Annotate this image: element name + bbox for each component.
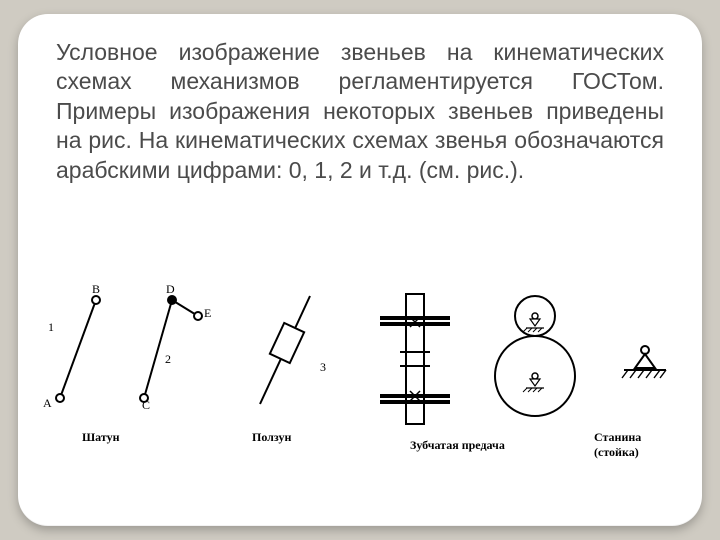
label-1: 1 [48,320,54,335]
label-E: E [204,306,211,321]
caption-gear: Зубчатая предача [410,438,505,453]
label-2: 2 [165,352,171,367]
caption-stanina: Станина (стойка) [594,430,680,460]
label-B: B [92,282,100,297]
caption-shatun: Шатун [82,430,120,445]
label-3: 3 [320,360,326,375]
gear-front-svg [480,286,590,436]
label-C: C [142,398,150,413]
caption-polzun: Ползун [252,430,291,445]
outer-bg: Условное изображение звеньев на кинемати… [0,0,720,540]
diagrams-row: A B 1 C D E 2 Шатун 3 Ползун [40,286,680,476]
gear-side-svg [360,286,470,436]
label-A: A [43,396,52,411]
shatun-1-svg [40,286,120,416]
shatun-2-svg [126,286,216,416]
card: Условное изображение звеньев на кинемати… [18,14,702,526]
polzun-svg [240,286,340,416]
stanina-svg [610,334,680,394]
label-D: D [166,282,175,297]
body-paragraph: Условное изображение звеньев на кинемати… [56,38,664,185]
